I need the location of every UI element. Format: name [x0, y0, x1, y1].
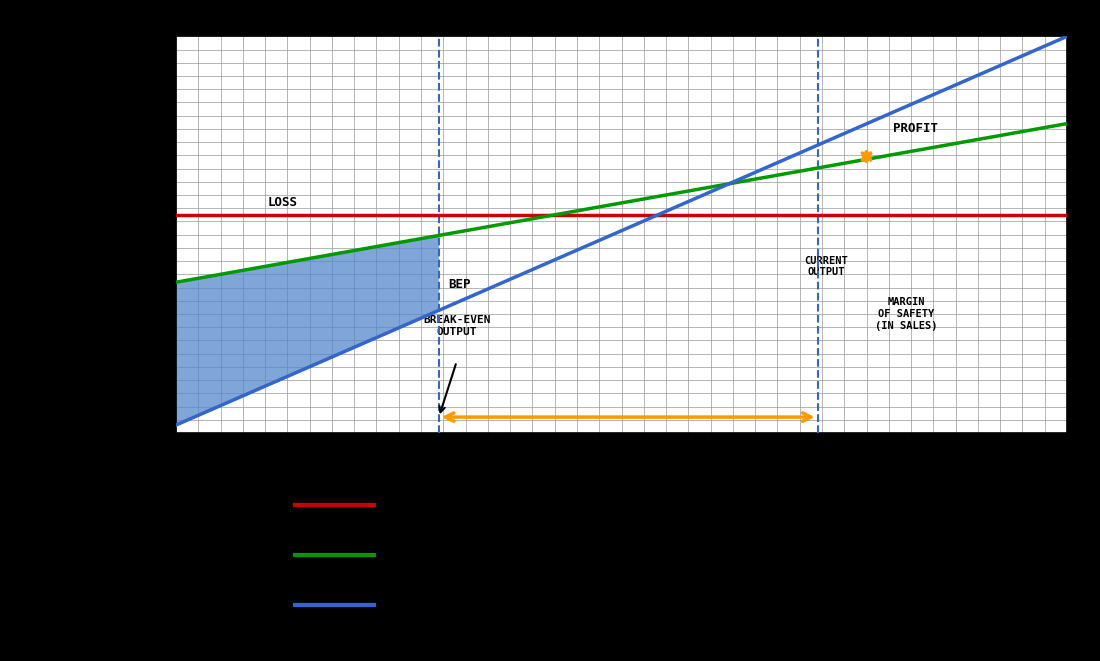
Text: KEY:: KEY:	[204, 496, 251, 515]
Text: = REVENUE: = REVENUE	[386, 598, 468, 613]
Text: LOSS: LOSS	[268, 196, 298, 210]
Text: PROFIT: PROFIT	[893, 122, 938, 136]
Text: BREAK-EVEN
OUTPUT: BREAK-EVEN OUTPUT	[422, 315, 491, 336]
Text: = TOTAL  COSTS: = TOTAL COSTS	[386, 548, 514, 563]
Text: = FIXED  COSTS: = FIXED COSTS	[386, 498, 514, 513]
Text: BEP: BEP	[448, 278, 471, 291]
Text: CURRENT
OUTPUT: CURRENT OUTPUT	[804, 256, 848, 277]
Text: MARGIN
OF SAFETY
(IN SALES): MARGIN OF SAFETY (IN SALES)	[876, 297, 938, 330]
